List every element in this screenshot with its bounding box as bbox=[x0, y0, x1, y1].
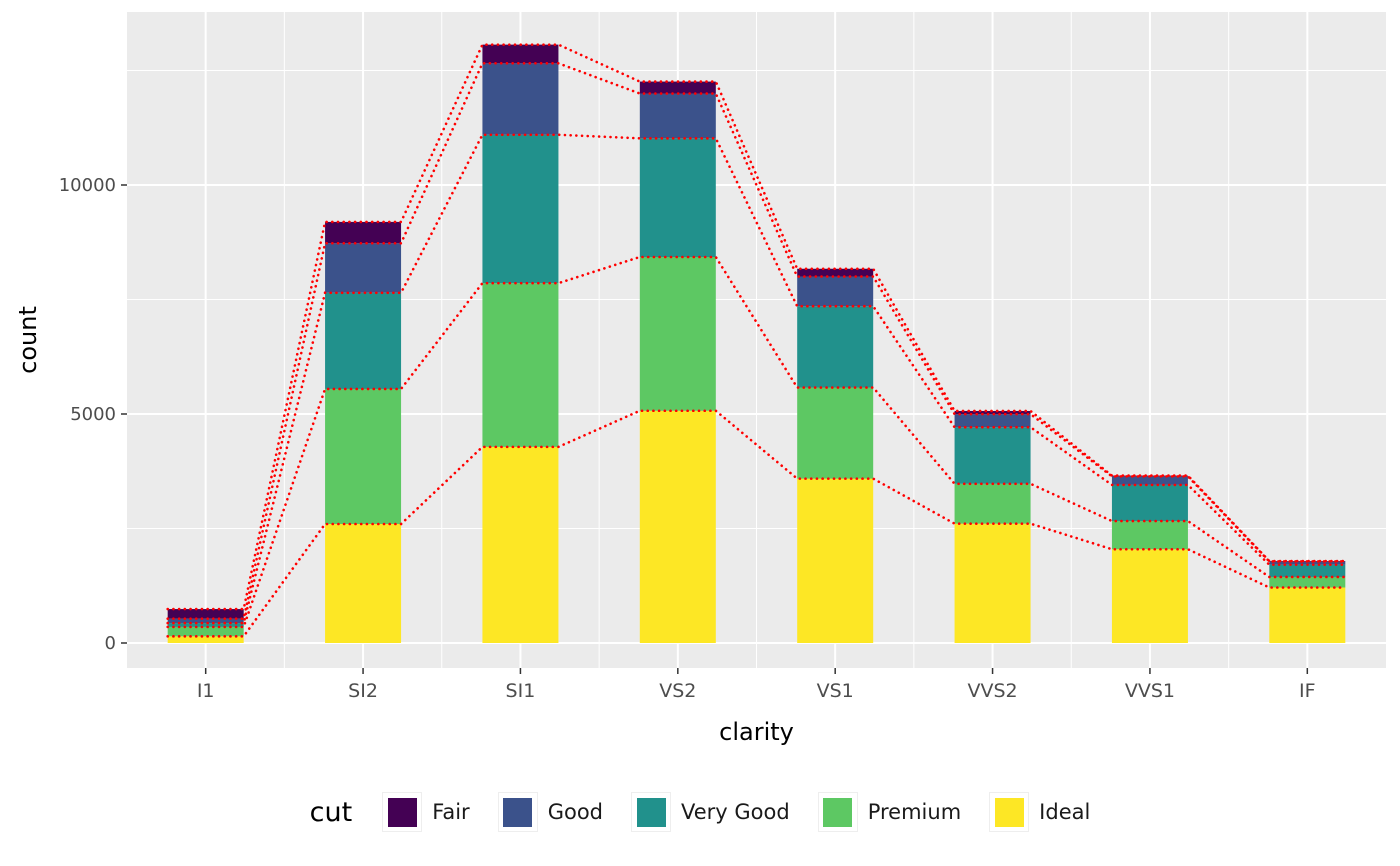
legend-item-good: Good bbox=[497, 792, 604, 832]
legend-item-ideal: Ideal bbox=[989, 792, 1090, 832]
bar-segment-fair bbox=[482, 44, 559, 64]
bar-segment-ideal bbox=[639, 410, 716, 643]
bar-segment-ideal bbox=[482, 446, 559, 643]
bar-segment-premium bbox=[797, 387, 874, 479]
bar-segment-very-good bbox=[954, 427, 1031, 484]
legend-swatch-fair bbox=[387, 797, 417, 827]
legend-item-very-good: Very Good bbox=[631, 792, 790, 832]
bar-segment-good bbox=[1111, 476, 1188, 485]
legend-key bbox=[817, 792, 858, 832]
legend-key bbox=[382, 792, 423, 832]
bar-segment-good bbox=[167, 618, 244, 624]
legend-key bbox=[631, 792, 672, 832]
bar-segment-ideal bbox=[954, 523, 1031, 643]
legend-label: Ideal bbox=[1039, 800, 1091, 824]
legend-item-premium: Premium bbox=[817, 792, 962, 832]
bar-segment-very-good bbox=[482, 134, 559, 284]
legend-label: Fair bbox=[432, 800, 470, 824]
bar-segment-good bbox=[639, 93, 716, 139]
bar-segment-very-good bbox=[639, 138, 716, 257]
stack-connector-line bbox=[166, 133, 1347, 625]
bar-segment-premium bbox=[954, 483, 1031, 524]
legend-item-fair: Fair bbox=[382, 792, 470, 832]
legend-swatch-very-good bbox=[636, 797, 666, 827]
bar-segment-premium bbox=[639, 256, 716, 411]
x-tick-label: VVS2 bbox=[967, 680, 1017, 702]
bar-segment-fair bbox=[639, 81, 716, 94]
y-axis-title: count bbox=[14, 306, 42, 374]
legend-label: Good bbox=[547, 800, 604, 824]
stack-connector-line bbox=[166, 409, 1347, 638]
legend-swatch-premium bbox=[823, 797, 853, 827]
bar-segment-very-good bbox=[1269, 564, 1346, 577]
x-tick-label: SI1 bbox=[506, 680, 536, 702]
legend-swatch-good bbox=[503, 797, 533, 827]
bar-segment-premium bbox=[1111, 521, 1188, 550]
bar-segment-very-good bbox=[797, 306, 874, 388]
bar-segment-good bbox=[482, 63, 559, 135]
y-tick-label: 0 bbox=[105, 633, 116, 654]
x-tick-label: IF bbox=[1299, 680, 1316, 702]
bar-segment-ideal bbox=[1269, 587, 1346, 643]
legend-items: Fair Good Very Good Premium Ideal bbox=[382, 792, 1090, 832]
bar-segment-ideal bbox=[167, 636, 244, 643]
bar-segment-good bbox=[325, 243, 402, 293]
bar-segment-premium bbox=[167, 626, 244, 637]
bar-segment-fair bbox=[797, 268, 874, 277]
bar-segment-ideal bbox=[797, 478, 874, 643]
legend-label: Very Good bbox=[681, 800, 790, 824]
chart-canvas: 0 5000 10000 I1 SI2 SI1 VS2 VS1 VVS2 VVS1 IF bbox=[59, 12, 1386, 702]
bar-segment-premium bbox=[482, 283, 559, 447]
legend-key bbox=[989, 792, 1030, 832]
bar-segment-very-good bbox=[167, 623, 244, 627]
legend-key bbox=[497, 792, 538, 832]
bar-segment-good bbox=[954, 414, 1031, 428]
legend: cut Fair Good Very Good Premium Ideal bbox=[0, 788, 1400, 836]
y-tick-label: 10000 bbox=[59, 175, 116, 196]
x-tick-label: I1 bbox=[197, 680, 215, 702]
bar-segment-fair bbox=[954, 410, 1031, 415]
legend-swatch-ideal bbox=[994, 797, 1024, 827]
bar-segment-premium bbox=[1269, 576, 1346, 588]
legend-label: Premium bbox=[867, 800, 962, 824]
bar-segment-ideal bbox=[1111, 549, 1188, 643]
y-tick-label: 5000 bbox=[70, 404, 116, 425]
bar-segment-very-good bbox=[325, 292, 402, 389]
legend-title: cut bbox=[309, 796, 353, 828]
bar-segment-good bbox=[1269, 561, 1346, 565]
x-axis-title: clarity bbox=[719, 718, 794, 746]
x-tick-label: VS2 bbox=[659, 680, 696, 702]
bar-segment-fair bbox=[325, 221, 402, 244]
bar-segment-premium bbox=[325, 388, 402, 525]
bar-segment-fair bbox=[167, 609, 244, 619]
stack-connector-line bbox=[166, 255, 1347, 629]
bar-segment-ideal bbox=[325, 524, 402, 643]
x-tick-label: VVS1 bbox=[1125, 680, 1175, 702]
bar-segment-good bbox=[797, 276, 874, 307]
x-tick-label: VS1 bbox=[817, 680, 854, 702]
x-tick-label: SI2 bbox=[348, 680, 378, 702]
stack-connector-line bbox=[166, 62, 1347, 620]
bar-segment-very-good bbox=[1111, 484, 1188, 522]
